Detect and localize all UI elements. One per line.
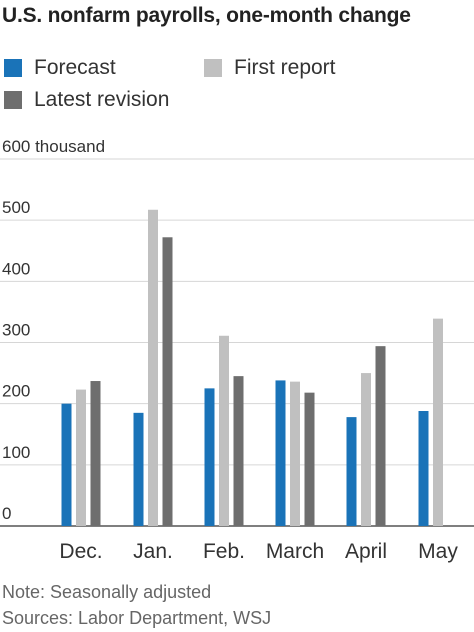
legend-label-forecast: Forecast: [34, 56, 116, 79]
y-tick-label-200: 200: [2, 382, 30, 401]
legend-item-first-report: First report: [204, 56, 336, 80]
bar-forecast-march: [275, 380, 286, 526]
bar-chart: 600 thousand 500 400 300 200 100 0 Dec. Jan. Feb.…: [0, 138, 474, 563]
legend-swatch-first-report: [204, 59, 222, 77]
bar-first-report-jan: [148, 209, 158, 526]
x-tick-label-may: May: [418, 540, 458, 563]
legend-item-latest-revision: Latest revision: [4, 88, 169, 112]
x-tick-label-march: March: [266, 540, 324, 563]
y-tick-label-300: 300: [2, 320, 30, 339]
bar-forecast-april: [346, 417, 357, 526]
legend-swatch-forecast: [4, 59, 22, 77]
x-tick-label-feb: Feb.: [203, 540, 245, 563]
y-tick-label-600: 600 thousand: [2, 138, 105, 156]
bar-first-report-may: [433, 318, 443, 526]
bar-forecast-jan: [133, 412, 144, 526]
legend-item-forecast: Forecast: [4, 56, 116, 80]
bar-latest-revision-march: [304, 392, 315, 526]
bar-latest-revision-jan: [162, 237, 173, 527]
y-tick-label-0: 0: [2, 504, 11, 523]
chart-source: Sources: Labor Department, WSJ: [2, 608, 272, 628]
legend: Forecast First report Latest revision: [0, 56, 474, 120]
bar-forecast-feb: [204, 388, 215, 526]
bar-first-report-march: [290, 381, 300, 526]
bar-latest-revision-april: [375, 346, 386, 526]
x-tick-label-jan: Jan.: [133, 540, 173, 563]
legend-label-latest-revision: Latest revision: [34, 88, 170, 111]
x-tick-label-april: April: [345, 540, 387, 563]
bar-latest-revision-feb: [233, 376, 244, 526]
legend-label-first-report: First report: [234, 56, 336, 79]
legend-swatch-latest-revision: [4, 91, 22, 109]
bar-first-report-feb: [219, 335, 229, 526]
bar-first-report-dec: [76, 389, 86, 526]
x-tick-label-dec: Dec.: [59, 540, 102, 563]
bar-first-report-april: [361, 373, 371, 526]
bar-forecast-may: [418, 411, 429, 526]
bar-latest-revision-dec: [90, 381, 101, 526]
bar-forecast-dec: [61, 403, 72, 526]
chart-note: Note: Seasonally adjusted: [2, 582, 212, 602]
y-tick-label-500: 500: [2, 198, 30, 217]
y-tick-label-100: 100: [2, 443, 30, 462]
y-tick-label-400: 400: [2, 259, 30, 278]
chart-title: U.S. nonfarm payrolls, one-month change: [2, 4, 411, 27]
